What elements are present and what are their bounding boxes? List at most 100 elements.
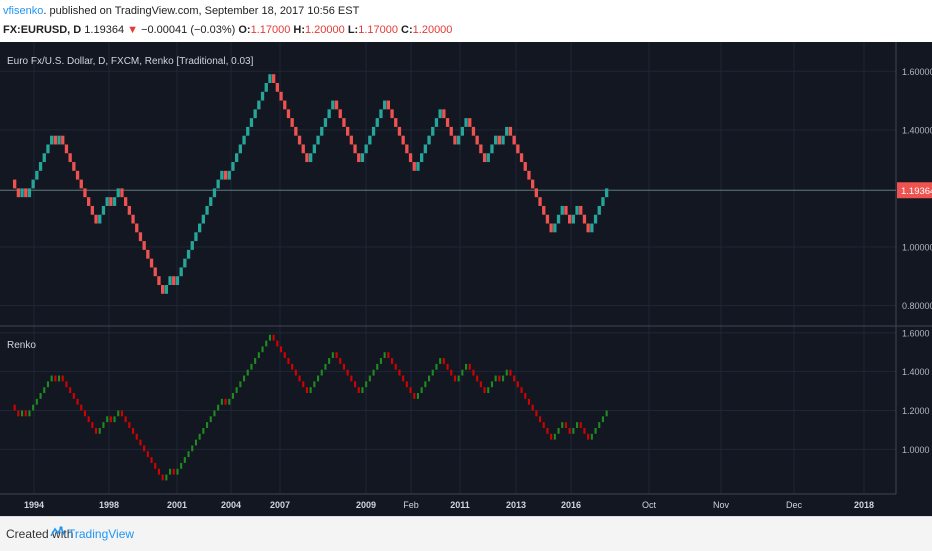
tradingview-link[interactable]: TradingView	[68, 527, 135, 541]
up-brick-lower	[180, 462, 183, 469]
low-value: 1.17000	[358, 24, 398, 36]
down-brick	[497, 135, 501, 145]
up-brick	[101, 205, 106, 215]
down-brick-lower	[109, 416, 112, 423]
down-brick	[475, 135, 479, 145]
up-brick-lower	[268, 334, 271, 341]
up-brick	[201, 214, 205, 224]
up-brick-lower	[576, 422, 579, 428]
up-brick-lower	[313, 381, 316, 388]
down-brick	[68, 153, 72, 163]
down-brick-lower	[161, 474, 164, 481]
down-brick-lower	[509, 369, 512, 376]
up-brick	[423, 144, 427, 154]
down-brick-lower	[442, 358, 445, 364]
up-brick-lower	[561, 422, 564, 428]
up-brick-lower	[28, 410, 31, 417]
down-brick-lower	[413, 393, 416, 399]
up-brick	[168, 276, 172, 286]
down-brick	[131, 214, 135, 224]
down-brick	[223, 170, 228, 180]
down-brick	[153, 267, 157, 277]
lower-price-scale[interactable]: 1.0000 1.2000 1.4000 1.6000	[902, 328, 930, 455]
main-price-scale[interactable]: 0.80000 1.00000 1.40000 1.60000	[902, 67, 932, 311]
down-brick-lower	[120, 410, 123, 417]
down-brick-lower	[524, 393, 527, 399]
up-brick	[105, 197, 109, 206]
up-brick-lower	[117, 410, 120, 417]
down-brick	[75, 170, 80, 180]
down-brick	[272, 74, 276, 83]
up-brick-lower	[21, 410, 24, 417]
down-brick	[453, 135, 457, 145]
up-brick	[379, 109, 383, 119]
down-brick-lower	[335, 352, 338, 359]
down-brick	[283, 100, 287, 110]
down-brick-lower	[398, 369, 401, 376]
down-brick-lower	[224, 398, 227, 405]
up-brick-lower	[261, 346, 264, 353]
down-brick-lower	[291, 363, 294, 370]
lower-legend[interactable]: Renko	[7, 340, 36, 351]
down-brick	[94, 214, 98, 224]
chart-area[interactable]: 0.80000 1.00000 1.40000 1.60000 1.0000 1.200…	[0, 42, 932, 516]
down-brick-lower	[498, 375, 501, 382]
down-brick	[479, 144, 483, 154]
down-brick	[72, 162, 76, 171]
up-brick-lower	[431, 369, 434, 376]
up-brick	[368, 135, 372, 145]
down-brick-lower	[83, 410, 86, 417]
author-link[interactable]: vfisenko	[3, 5, 44, 17]
up-brick	[20, 188, 24, 198]
time-scale[interactable]: 1994 1998 2001 2004 2007 2009 Feb 2011 2013 2016 O…	[24, 500, 874, 510]
time-tick-label: 2011	[450, 500, 470, 510]
down-brick	[53, 135, 57, 145]
up-brick-lower	[102, 422, 105, 428]
down-brick	[301, 144, 305, 154]
up-brick-lower	[435, 363, 438, 370]
up-brick	[505, 126, 509, 136]
down-brick-lower	[172, 468, 175, 475]
tradingview-logo-icon	[50, 525, 66, 544]
price-tick-label: 1.0000	[902, 445, 930, 455]
symbol-label[interactable]: FX:EURUSD, D	[3, 24, 82, 36]
up-brick-lower	[324, 363, 327, 370]
down-brick-lower	[276, 340, 279, 347]
up-brick	[249, 118, 254, 127]
up-brick-lower	[383, 352, 386, 359]
up-brick-lower	[461, 369, 464, 376]
down-brick	[286, 109, 291, 119]
down-brick	[87, 197, 91, 206]
down-brick-lower	[453, 375, 456, 382]
down-brick	[79, 179, 83, 189]
close-label: C:	[401, 24, 413, 36]
time-tick-label: 2009	[356, 500, 376, 510]
down-brick	[412, 162, 416, 171]
down-brick	[297, 135, 302, 145]
renko-chart[interactable]: 0.80000 1.00000 1.40000 1.60000 1.0000 1.200…	[0, 42, 932, 516]
down-brick	[149, 258, 154, 268]
up-brick-lower	[457, 375, 460, 382]
up-brick-lower	[176, 468, 179, 475]
down-arrow-icon: ▼	[127, 24, 139, 36]
up-brick	[38, 162, 43, 171]
down-brick-lower	[294, 369, 297, 376]
up-brick-lower	[368, 375, 371, 382]
up-brick-lower	[320, 369, 323, 376]
price-tick-label: 0.80000	[902, 301, 932, 311]
up-brick-lower	[194, 439, 197, 446]
up-brick	[212, 188, 217, 198]
main-legend[interactable]: Euro Fx/U.S. Dollar, D, FXCM, Renko [Tra…	[7, 56, 254, 67]
up-brick	[57, 135, 61, 145]
up-brick-lower	[257, 352, 260, 359]
up-brick	[460, 126, 464, 136]
up-brick-lower	[265, 340, 268, 347]
price-tick-label: 1.6000	[902, 328, 930, 338]
down-brick	[549, 223, 553, 233]
up-brick	[112, 197, 117, 206]
down-brick	[275, 82, 279, 92]
down-brick-lower	[13, 404, 16, 411]
down-brick	[527, 170, 531, 180]
down-brick	[468, 118, 472, 127]
up-brick-lower	[328, 358, 331, 364]
